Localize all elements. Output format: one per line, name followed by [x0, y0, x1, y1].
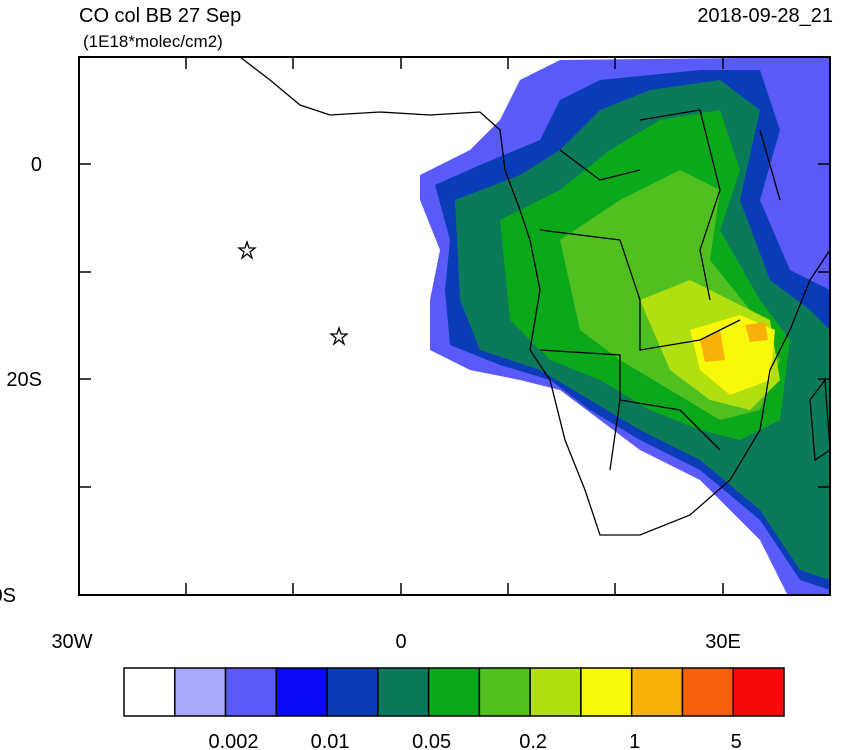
- colorbar-box: [529, 667, 582, 717]
- colorbar-label: 0.01: [311, 731, 350, 750]
- colorbar-box: [275, 667, 328, 717]
- map-frame: [78, 56, 831, 596]
- colorbar-label: 0.002: [209, 731, 259, 750]
- colorbar-box: [478, 667, 531, 717]
- borders: [539, 109, 781, 471]
- colorbar-box: [123, 667, 176, 717]
- map-area: [239, 57, 830, 595]
- lat-label: 20S: [6, 369, 42, 391]
- colorbar-label: 1: [629, 731, 640, 750]
- colorbar-label: 0.2: [519, 731, 547, 750]
- lat-label: 40S: [0, 585, 16, 607]
- madagascar: [809, 378, 830, 462]
- lon-label: 0: [395, 631, 406, 653]
- coastline: [239, 57, 830, 536]
- colorbar-box: [174, 667, 227, 717]
- colorbar-label: 5: [731, 731, 742, 750]
- colorbar-box: [681, 667, 734, 717]
- star-marker: [237, 239, 349, 346]
- colorbar-box: [427, 667, 481, 717]
- colorbar-box: [326, 667, 379, 717]
- colorbar-box: [224, 667, 278, 717]
- timestamp: 2018-09-28_21: [697, 5, 833, 27]
- lat-label: 0: [31, 154, 42, 176]
- title: CO col BB 27 Sep: [79, 5, 241, 27]
- subtitle: (1E18*molec/cm2): [83, 32, 223, 51]
- frame-ticks: [78, 57, 830, 595]
- colorbar-box: [580, 667, 633, 717]
- colorbar-box: [377, 667, 430, 717]
- colorbar: 0.002 0.01 0.05 0.2 1 5: [123, 667, 785, 750]
- lon-label: 30E: [705, 631, 741, 653]
- colorbar-label: 0.05: [412, 731, 451, 750]
- colorbar-box: [732, 667, 785, 717]
- lon-label: 30W: [51, 631, 92, 653]
- colorbar-box: [630, 667, 684, 717]
